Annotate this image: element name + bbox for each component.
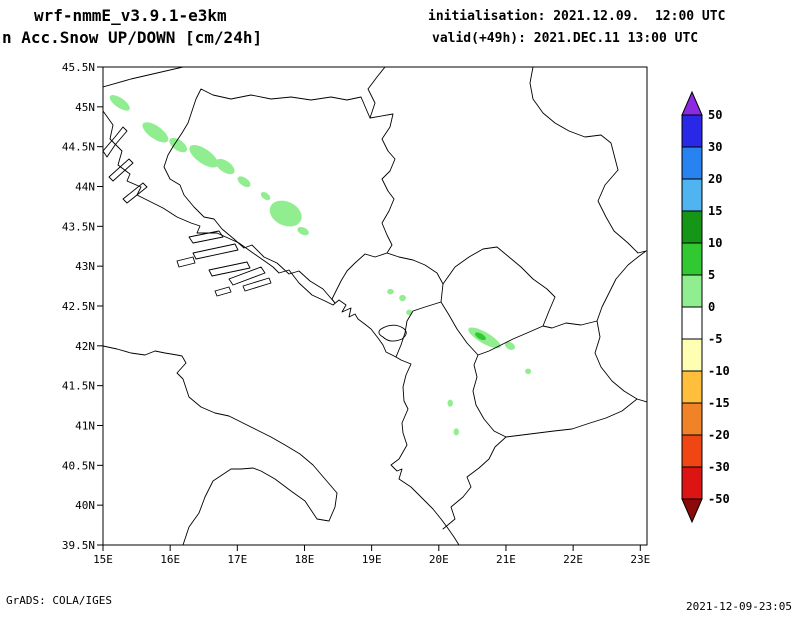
colorbar-label: 10 xyxy=(708,236,722,250)
snow-patch xyxy=(189,144,219,168)
x-tick-label: 20E xyxy=(429,553,449,566)
border-serbia-bulgaria xyxy=(596,169,647,322)
snow-shading-layer xyxy=(109,95,532,436)
border-serbia-romania xyxy=(529,67,619,171)
colorbar-label: -5 xyxy=(708,332,722,346)
grads-credit: GrADS: COLA/IGES xyxy=(6,594,112,607)
colorbar-arrow-bottom xyxy=(681,498,703,524)
colorbar-segment xyxy=(681,434,703,468)
snow-patch xyxy=(215,158,235,175)
border-macedonia-bulgaria xyxy=(594,320,647,403)
border-bosnia-serbia xyxy=(369,113,396,254)
snow-patch xyxy=(475,332,486,341)
border-albania-macedonia xyxy=(472,354,507,438)
x-tick-label: 22E xyxy=(563,553,583,566)
lake-skadar xyxy=(378,324,407,342)
y-tick-label: 39.5N xyxy=(62,539,95,552)
snow-patch xyxy=(269,200,302,227)
colorbar-segment xyxy=(681,370,703,404)
colorbar-label: -50 xyxy=(708,492,730,506)
border-bosnia-montenegro xyxy=(331,252,388,304)
colorbar-label: -10 xyxy=(708,364,730,378)
y-tick-label: 44N xyxy=(75,181,95,194)
y-tick-label: 45.5N xyxy=(62,61,95,74)
border-serbia-macedonia xyxy=(542,320,598,329)
snow-patch xyxy=(525,368,532,375)
map-outline-layer xyxy=(103,67,647,545)
y-tick-label: 44.5N xyxy=(62,141,95,154)
x-tick-label: 21E xyxy=(496,553,516,566)
colorbar-label: -20 xyxy=(708,428,730,442)
x-tick-label: 17E xyxy=(227,553,247,566)
colorbar-segment xyxy=(681,114,703,148)
y-tick-label: 45N xyxy=(75,101,95,114)
coastline-italy xyxy=(103,345,338,545)
coastline-adriatic-east xyxy=(103,110,460,545)
border-croatia-bosnia xyxy=(163,88,371,304)
valid-time-label: valid(+49h): 2021.DEC.11 13:00 UTC xyxy=(432,31,699,46)
map-frame xyxy=(102,66,648,546)
colorbar-label: 5 xyxy=(708,268,715,282)
colorbar-segment xyxy=(681,242,703,276)
model-title: wrf-nmmE_v3.9.1-e3km xyxy=(34,6,227,25)
colorbar-label: 30 xyxy=(708,140,722,154)
colorbar-label: 50 xyxy=(708,108,722,122)
y-tick-label: 40.5N xyxy=(62,459,95,472)
snow-patch xyxy=(297,226,309,236)
border-slovenia-croatia xyxy=(103,67,184,88)
border-montenegro-serbia xyxy=(386,252,444,285)
y-tick-label: 41.5N xyxy=(62,380,95,393)
render-timestamp: 2021-12-09-23:05 xyxy=(686,600,792,613)
colorbar-segment xyxy=(681,146,703,180)
border-croatia-serbia xyxy=(367,67,386,119)
variable-title: n Acc.Snow UP/DOWN [cm/24h] xyxy=(2,28,263,47)
colorbar-segment xyxy=(681,210,703,244)
snow-patch xyxy=(453,428,459,436)
y-tick-label: 43.5N xyxy=(62,220,95,233)
snow-patch xyxy=(447,399,453,407)
snow-patch xyxy=(109,95,130,111)
colorbar-segment xyxy=(681,306,703,340)
border-albania-greece xyxy=(442,436,507,530)
border-macedonia-greece xyxy=(505,398,638,438)
colorbar-segment xyxy=(681,338,703,372)
colorbar-segment xyxy=(681,402,703,436)
adriatic-islands xyxy=(103,126,272,297)
snow-patch xyxy=(169,137,187,153)
x-tick-label: 18E xyxy=(295,553,315,566)
snow-patch xyxy=(406,309,413,316)
initialisation-label: initialisation: 2021.12.09. 12:00 UTC xyxy=(428,9,726,24)
border-montenegro-albania xyxy=(395,301,442,358)
x-tick-label: 16E xyxy=(160,553,180,566)
x-tick-label: 15E xyxy=(93,553,113,566)
border-kosovo xyxy=(440,246,556,356)
colorbar-label: -15 xyxy=(708,396,730,410)
snow-patch xyxy=(387,288,394,295)
y-tick-label: 42N xyxy=(75,340,95,353)
colorbar-segment xyxy=(681,178,703,212)
y-tick-label: 41N xyxy=(75,420,95,433)
snow-patch xyxy=(142,122,169,143)
snow-patch xyxy=(399,294,406,302)
x-tick-label: 19E xyxy=(362,553,382,566)
y-tick-label: 40N xyxy=(75,499,95,512)
snow-patch xyxy=(260,192,271,201)
colorbar-label: -30 xyxy=(708,460,730,474)
colorbar-segment xyxy=(681,466,703,500)
colorbar-segment xyxy=(681,274,703,308)
snow-patch xyxy=(505,341,515,350)
snow-patch xyxy=(237,176,251,188)
x-tick-label: 23E xyxy=(630,553,650,566)
axes-layer: 15E 16E 17E 18E 19E 20E 21E 22E 23E 45.5N 45N 44.5N… xyxy=(62,61,650,566)
colorbar-label: 0 xyxy=(708,300,715,314)
y-tick-label: 43N xyxy=(75,260,95,273)
colorbar-label: 15 xyxy=(708,204,722,218)
y-tick-label: 42.5N xyxy=(62,300,95,313)
colorbar-arrow-top xyxy=(681,90,703,116)
colorbar-label: 20 xyxy=(708,172,722,186)
